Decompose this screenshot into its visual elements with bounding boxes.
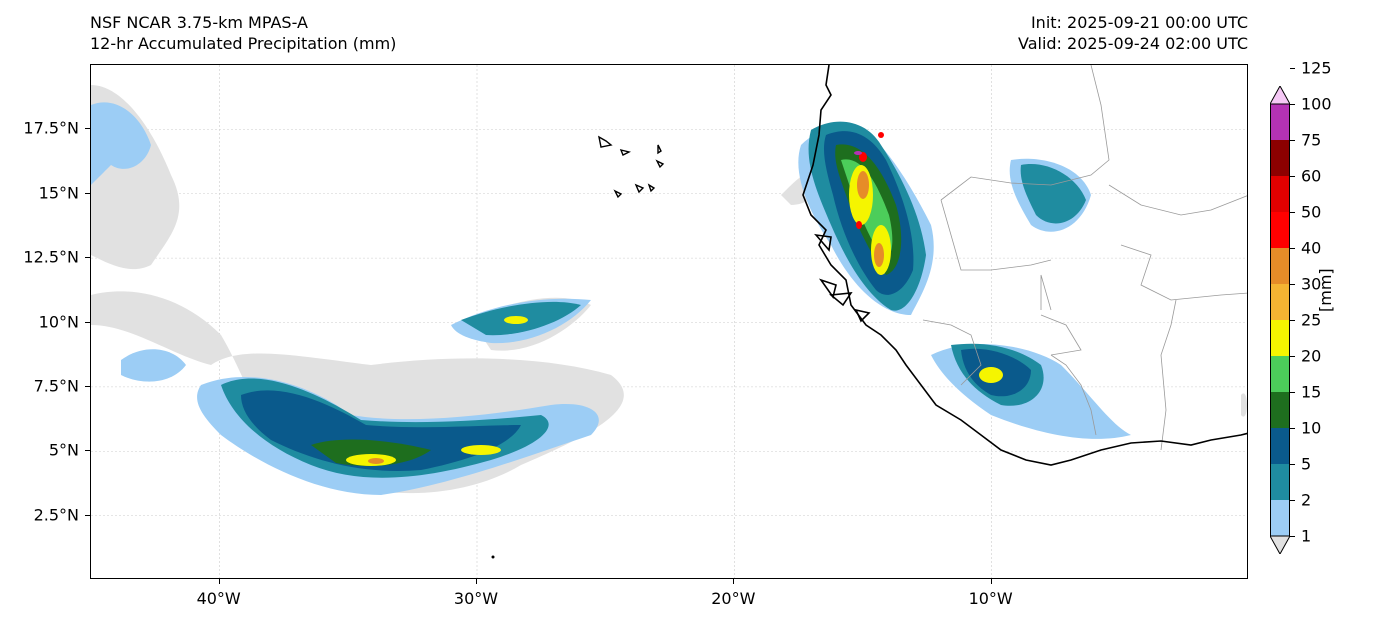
colorbar-tick	[1290, 500, 1295, 501]
colorbar-level-label: 25	[1301, 310, 1322, 330]
x-tick-mark	[990, 579, 992, 584]
colorbar-tick	[1290, 392, 1295, 393]
y-tick-label: 2.5°N	[33, 505, 79, 525]
colorbar-tick	[1290, 248, 1295, 249]
field-name: 12-hr Accumulated Precipitation (mm)	[90, 34, 397, 53]
precip-40mm-shading	[368, 171, 884, 464]
colorbar-level-label: 10	[1301, 418, 1322, 438]
precip-100mm-shading	[854, 151, 862, 155]
title-left: NSF NCAR 3.75-km MPAS-A 12-hr Accumulate…	[90, 12, 396, 54]
colorbar-level-label: 2	[1301, 490, 1312, 510]
y-tick-label: 15°N	[38, 183, 79, 203]
colorbar-level-label: 1	[1301, 526, 1312, 546]
colorbar-unit-label: [mm]	[1316, 268, 1335, 312]
y-tick-mark	[85, 192, 90, 194]
colorbar-level-label: 20	[1301, 346, 1322, 366]
colorbar-level-label: 125	[1301, 58, 1332, 78]
colorbar-outline	[1270, 103, 1290, 537]
colorbar-segment	[1270, 464, 1290, 500]
colorbar-segment	[1270, 140, 1290, 176]
colorbar-tick	[1290, 356, 1295, 357]
x-tick-label: 40°W	[196, 589, 241, 608]
x-tick-label: 30°W	[453, 589, 499, 608]
colorbar-tick	[1290, 68, 1295, 69]
precip-50mm-shading	[856, 132, 884, 229]
y-tick-label: 10°N	[38, 312, 79, 331]
model-name: NSF NCAR 3.75-km MPAS-A	[90, 13, 308, 32]
coastline	[802, 65, 1247, 466]
y-tick-mark	[85, 321, 90, 323]
y-tick-label: 7.5°N	[33, 376, 79, 396]
y-tick-label: 5°N	[48, 440, 79, 460]
y-tick-mark	[85, 257, 90, 259]
colorbar-level-label: 100	[1301, 94, 1332, 114]
colorbar-segment	[1270, 284, 1290, 320]
colorbar-segment	[1270, 248, 1290, 284]
x-tick-label: 20°W	[711, 589, 756, 608]
colorbar-level-label: 40	[1301, 238, 1322, 258]
colorbar-extend-min	[1270, 535, 1290, 554]
colorbar-level-label: 60	[1301, 166, 1322, 186]
y-tick-label: 12.5°N	[23, 247, 79, 267]
y-tick-mark	[85, 514, 90, 516]
colorbar-tick	[1290, 428, 1295, 429]
x-tick-label: 10°W	[968, 589, 1013, 608]
colorbar-level-label: 75	[1301, 130, 1322, 150]
colorbar-segment	[1270, 428, 1290, 464]
valid-time: Valid: 2025-09-24 02:00 UTC	[1017, 34, 1248, 53]
colorbar-tick	[1290, 104, 1295, 105]
colorbar	[1270, 86, 1290, 554]
colorbar-segment	[1270, 500, 1290, 536]
colorbar-extend-max	[1270, 86, 1290, 105]
colorbar-tick	[1290, 212, 1295, 213]
colorbar-segment	[1270, 392, 1290, 428]
map-frame	[90, 64, 1248, 579]
colorbar-segment	[1270, 356, 1290, 392]
precip-2mm-shading	[91, 102, 1131, 495]
colorbar-segment	[1270, 104, 1290, 140]
cape-verde-islands	[598, 135, 665, 199]
colorbar-segment	[1270, 176, 1290, 212]
colorbar-tick	[1290, 536, 1295, 537]
x-tick-mark	[218, 579, 220, 584]
colorbar-level-label: 50	[1301, 202, 1322, 222]
colorbar-level-label: 15	[1301, 382, 1322, 402]
colorbar-tick	[1290, 320, 1295, 321]
colorbar-segment	[1270, 212, 1290, 248]
x-tick-mark	[733, 579, 735, 584]
y-tick-mark	[85, 385, 90, 387]
colorbar-level-label: 5	[1301, 454, 1312, 474]
colorbar-tick	[1290, 176, 1295, 177]
small-island	[491, 555, 495, 559]
title-right: Init: 2025-09-21 00:00 UTC Valid: 2025-0…	[1018, 12, 1248, 54]
colorbar-tick	[1290, 284, 1295, 285]
colorbar-segment	[1270, 320, 1290, 356]
country-borders	[922, 65, 1247, 451]
colorbar-tick	[1290, 140, 1295, 141]
y-tick-mark	[85, 128, 90, 130]
y-tick-mark	[85, 450, 90, 452]
x-tick-mark	[476, 579, 477, 584]
gridlines	[91, 65, 1247, 578]
colorbar-level-label: 30	[1301, 274, 1322, 294]
colorbar-tick	[1290, 464, 1295, 465]
precipitation-map	[91, 65, 1247, 578]
init-time: Init: 2025-09-21 00:00 UTC	[1030, 13, 1248, 32]
y-tick-label: 17.5°N	[23, 118, 79, 138]
